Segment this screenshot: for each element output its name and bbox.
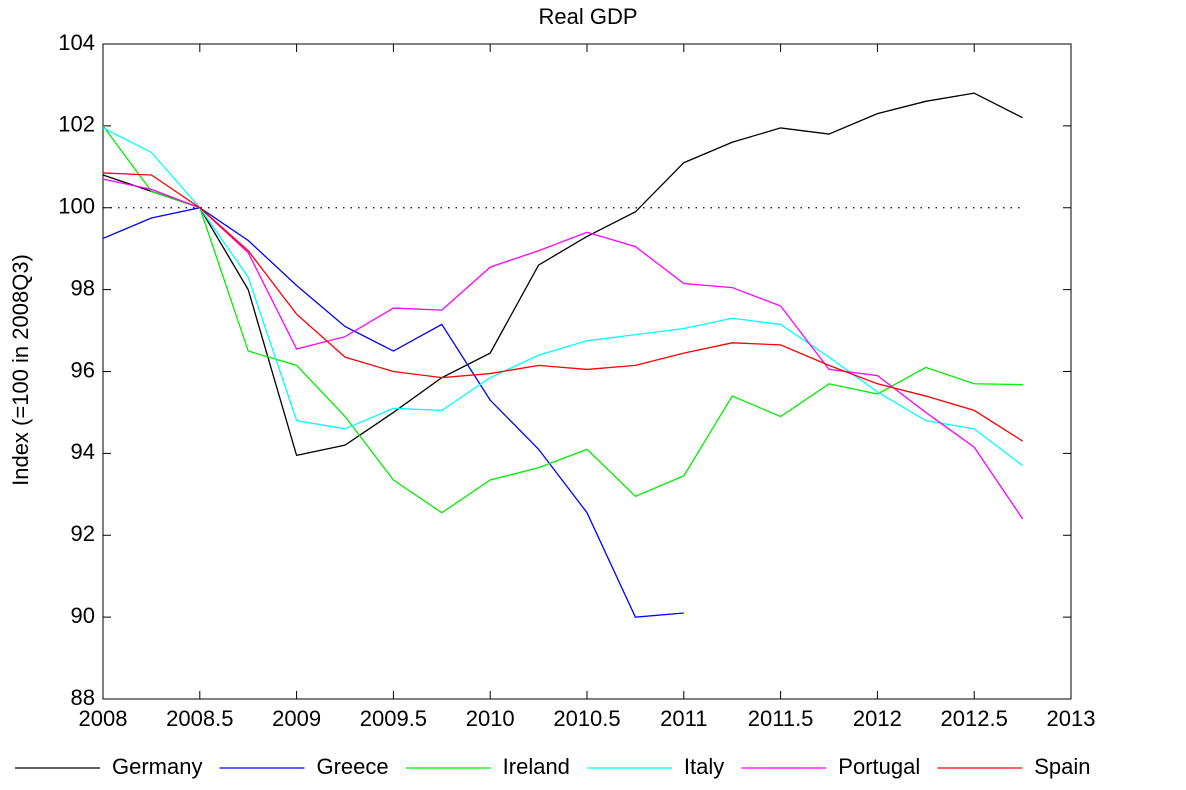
legend-label: Italy (684, 754, 724, 779)
y-tick-label: 92 (71, 521, 95, 546)
legend-label: Greece (316, 754, 388, 779)
y-tick-label: 98 (71, 275, 95, 300)
x-tick-label: 2013 (1047, 706, 1096, 731)
y-tick-label: 94 (71, 439, 95, 464)
plot-frame (102, 43, 1072, 700)
legend-label: Ireland (503, 754, 570, 779)
y-tick-label: 88 (71, 685, 95, 710)
x-tick-label: 2011 (660, 706, 707, 731)
y-axis-label: Index (=100 in 2008Q3) (8, 254, 33, 486)
y-tick-label: 104 (58, 30, 95, 55)
x-tick-label: 2008.5 (166, 706, 233, 731)
y-tick-label: 100 (58, 194, 95, 219)
series-line (102, 127, 1023, 467)
y-tick-label: 90 (71, 603, 95, 628)
y-tick-label: 102 (58, 112, 95, 137)
x-tick-label: 2009 (272, 706, 321, 731)
x-tick-label: 2010 (466, 706, 515, 731)
y-tick-label: 96 (71, 357, 95, 382)
x-tick-label: 2010.5 (553, 706, 620, 731)
series-line (102, 92, 1023, 457)
series-line (102, 172, 1023, 442)
x-tick-label: 2012.5 (941, 706, 1008, 731)
chart-title: Real GDP (538, 4, 637, 29)
series-line (102, 178, 1024, 520)
x-tick-label: 2008 (79, 706, 128, 731)
x-tick-label: 2011.5 (748, 706, 814, 731)
legend-label: Portugal (838, 754, 920, 779)
legend-label: Spain (1034, 754, 1090, 779)
x-tick-label: 2009.5 (360, 706, 427, 731)
legend-label: Germany (112, 754, 202, 779)
series-line (102, 125, 1023, 514)
x-tick-label: 2012 (853, 706, 902, 731)
